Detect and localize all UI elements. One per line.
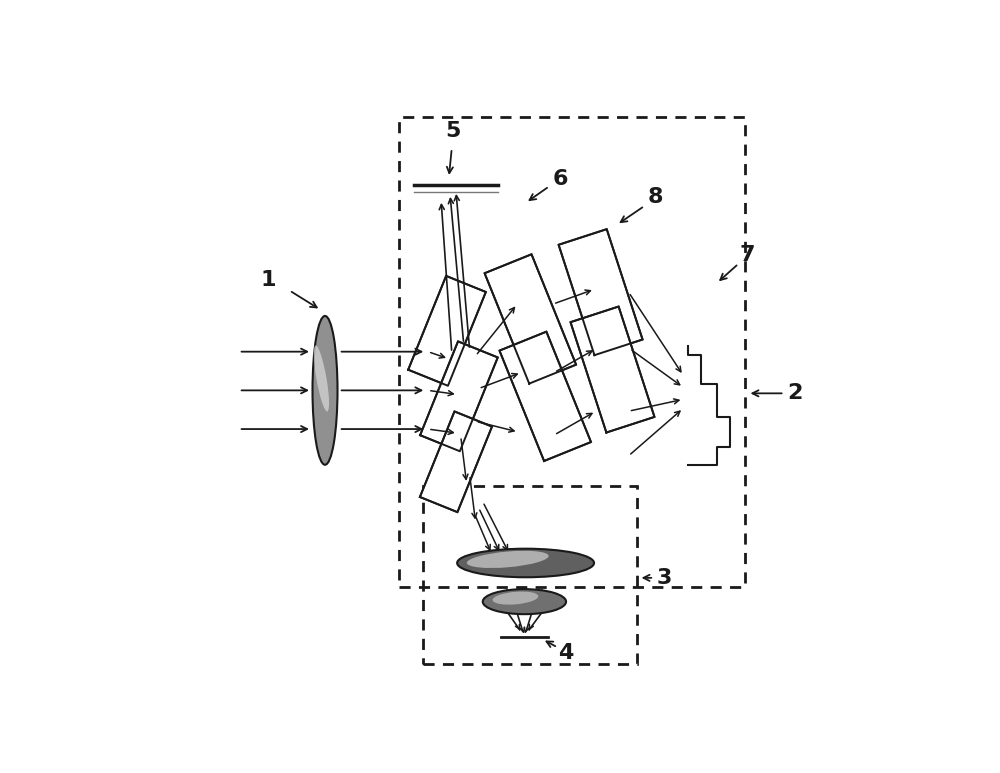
Text: 3: 3 — [657, 568, 672, 587]
Polygon shape — [420, 411, 492, 512]
Ellipse shape — [483, 589, 566, 615]
Polygon shape — [408, 276, 486, 386]
Ellipse shape — [313, 316, 338, 465]
Polygon shape — [571, 307, 654, 433]
Text: 1: 1 — [261, 271, 276, 290]
Bar — [423, 485, 637, 664]
Ellipse shape — [314, 346, 329, 411]
Bar — [399, 117, 745, 587]
Text: 4: 4 — [558, 643, 574, 663]
Polygon shape — [420, 342, 498, 451]
Polygon shape — [559, 229, 643, 355]
Ellipse shape — [467, 551, 549, 568]
Text: 8: 8 — [648, 187, 663, 207]
Text: 2: 2 — [788, 383, 803, 404]
Text: 7: 7 — [740, 245, 755, 264]
Polygon shape — [485, 254, 576, 383]
Text: 6: 6 — [552, 169, 568, 189]
Polygon shape — [499, 332, 591, 461]
Ellipse shape — [493, 591, 538, 604]
Text: 5: 5 — [445, 121, 461, 141]
Ellipse shape — [457, 549, 594, 577]
